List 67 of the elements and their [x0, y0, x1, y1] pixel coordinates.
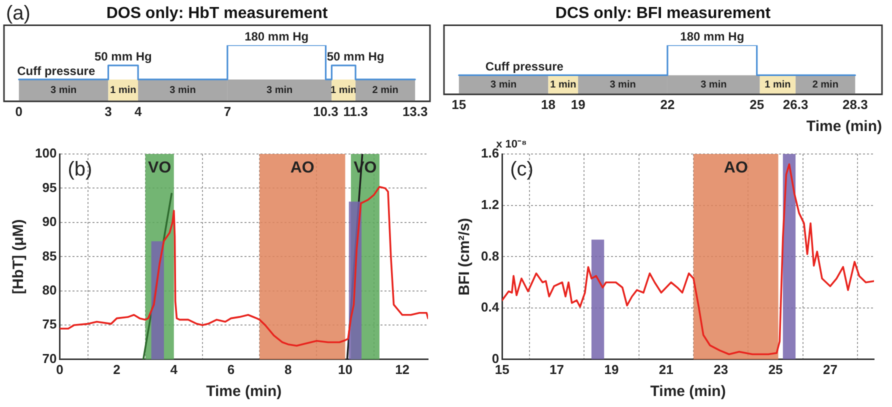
band-label: 3 min [610, 80, 636, 91]
x-tick-label: 23 [714, 362, 728, 377]
y-tick-label: 1.2 [480, 196, 500, 212]
x-tick-label: 10.3 [313, 104, 338, 119]
band-label: 3 min [50, 85, 77, 96]
x-tick-label: 3 [104, 104, 112, 119]
y-axis-title: [HbT] (μM) [10, 219, 28, 294]
x-tick-label: 19 [604, 362, 619, 377]
annotation: 50 mm Hg [94, 50, 152, 64]
y-tick-label: 85 [42, 248, 57, 264]
x-tick-label: 25 [768, 362, 783, 377]
band-label: 3 min [266, 85, 293, 96]
x-tick-label: 19 [570, 96, 586, 112]
text: (a) [6, 2, 30, 25]
x-tick-label: 25 [750, 96, 764, 112]
annotation: Cuff pressure [485, 60, 564, 74]
band-label: 1 min [764, 80, 791, 91]
band-label: 3 min [490, 80, 517, 91]
band-label: 1 min [110, 85, 136, 96]
x-axis-title: Time (min) [650, 383, 726, 400]
band-label: 1 min [550, 80, 576, 91]
x-tick-label: 18 [541, 96, 556, 112]
x-tick-label: 28.3 [842, 96, 868, 112]
x-tick-label: 21 [658, 362, 674, 377]
annotation: Cuff pressure [17, 64, 96, 78]
x-tick-label: 17 [550, 362, 564, 377]
x-tick-label: 0 [15, 104, 23, 119]
x-tick-label: 13.3 [402, 104, 428, 119]
band-label: AO [290, 159, 314, 176]
y-tick-label: 0.4 [480, 300, 500, 315]
x-tick-label: 15 [452, 96, 466, 112]
y-tick-label: 70 [42, 350, 57, 366]
y-tick-label: 80 [42, 282, 57, 298]
annotation: (c) [510, 158, 534, 181]
annotation: 180 mm Hg [680, 30, 744, 44]
x-tick-label: 4 [170, 362, 178, 377]
band-label: 2 min [812, 80, 838, 91]
band-label: VO [148, 159, 172, 176]
y-tick-label: 95 [42, 180, 57, 195]
x-tick-label: 8 [284, 362, 292, 377]
x-tick-label: 27 [823, 362, 838, 377]
x-axis-title: Time (min) [206, 383, 282, 400]
x-tick-label: 10 [338, 362, 352, 377]
y-tick-label: 75 [42, 316, 57, 332]
band-label: AO [724, 159, 748, 176]
x-tick-label: 22 [660, 96, 675, 112]
band-label: 1 min [330, 85, 357, 96]
x-tick-label: 26.3 [782, 96, 808, 112]
annotation: 50 mm Hg [326, 50, 384, 64]
annotation: (b) [68, 158, 92, 181]
y-axis-title: BFI (cm²/s) [456, 218, 474, 296]
y-tick-label: 0.8 [480, 248, 500, 264]
x-tick-label: 7 [224, 104, 232, 119]
band-label: 2 min [372, 85, 398, 96]
chart-title: DCS only: BFI measurement [555, 5, 772, 22]
x-tick-label: 6 [227, 362, 235, 377]
x-tick-label: 11.3 [343, 104, 368, 119]
x-axis-title: Time (min) [806, 118, 882, 136]
chart-title: DOS only: HbT measurement [106, 5, 328, 22]
x-tick-label: 2 [113, 362, 120, 377]
y-tick-label: 100 [34, 146, 57, 161]
y-tick-label: 90 [42, 214, 57, 230]
x-tick-label: 4 [134, 104, 142, 119]
band-label: 3 min [700, 80, 727, 91]
band-label: 3 min [170, 85, 196, 96]
x-tick-label: 12 [395, 362, 410, 377]
annotation: 180 mm Hg [244, 30, 309, 44]
